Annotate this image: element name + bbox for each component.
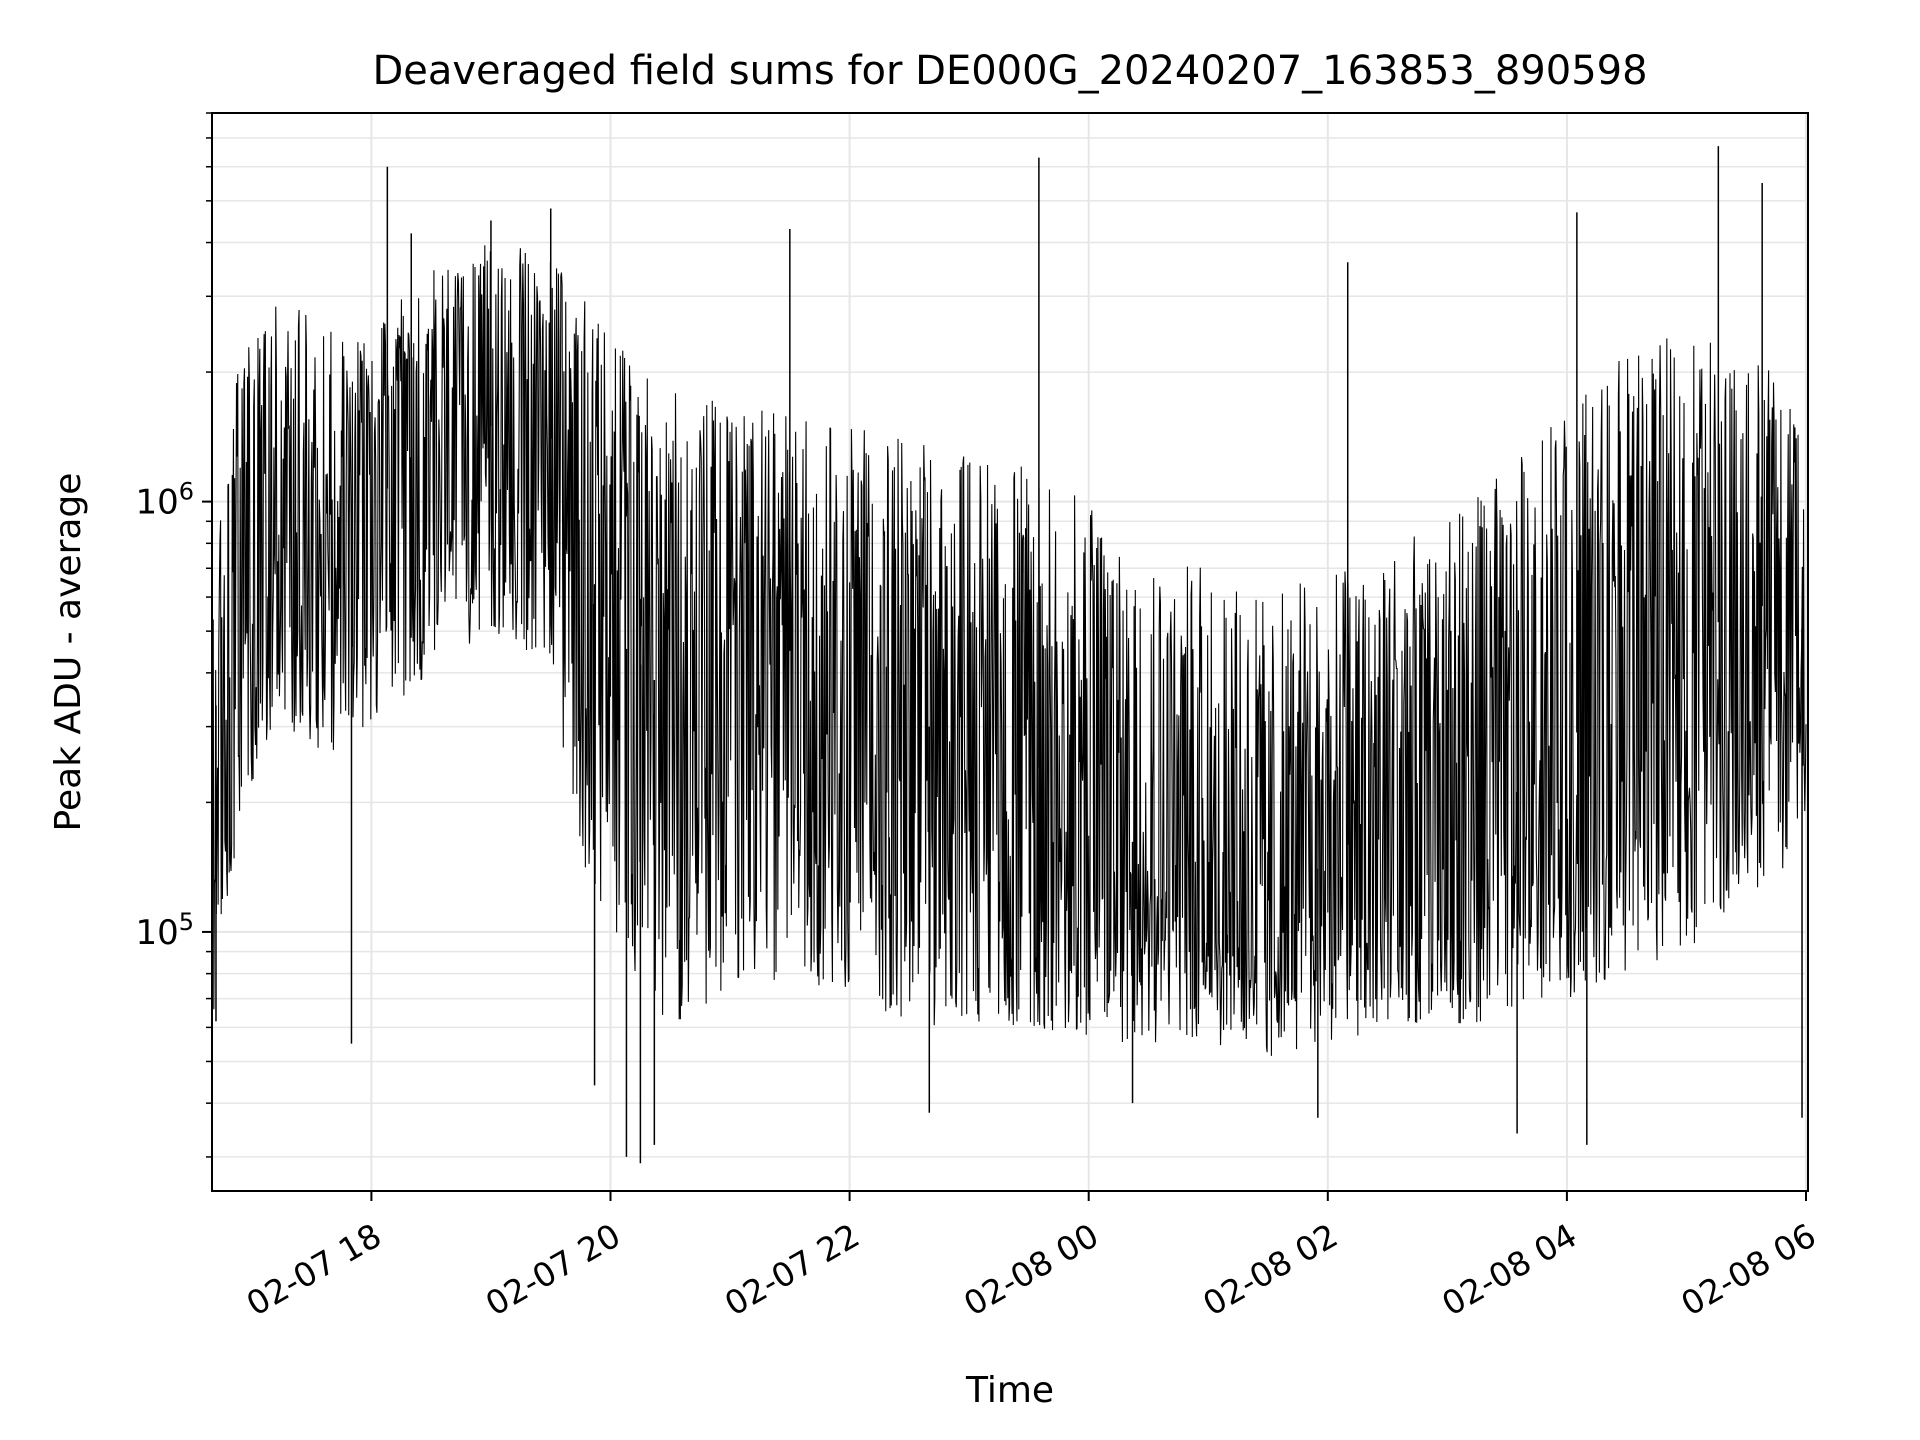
y-tick-label: 106 [135,478,194,523]
y-axis-label: Peak ADU - average [48,473,89,832]
axes-frame [211,112,1809,1192]
x-axis-label: Time [965,1370,1054,1411]
axes-background [212,113,1808,1191]
y-tick-label: 105 [135,908,194,953]
series-path [211,245,1807,1056]
y-axis-ticks: 105 106 [135,112,212,1158]
chart-title: Deaveraged field sums for DE000G_2024020… [372,48,1647,94]
plot-area: 02-07 18 02-07 20 02-07 22 02-08 00 02-08 02… [135,112,1822,1324]
series-line [211,146,1807,1164]
